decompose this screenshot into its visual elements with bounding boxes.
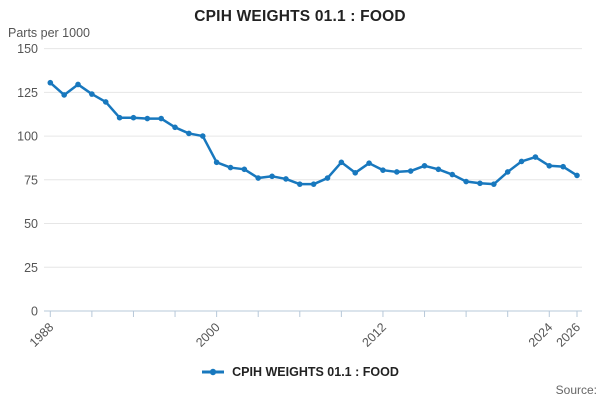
data-point[interactable]	[255, 175, 262, 181]
data-point[interactable]	[574, 172, 580, 179]
x-tick-label: 2012	[360, 320, 390, 350]
data-point[interactable]	[269, 173, 275, 180]
data-point[interactable]	[463, 178, 469, 185]
data-point[interactable]	[102, 99, 109, 105]
legend[interactable]: CPIH WEIGHTS 01.1 : FOOD	[0, 365, 600, 379]
data-point[interactable]	[421, 163, 428, 169]
data-point[interactable]	[352, 170, 359, 176]
chart-title: CPIH WEIGHTS 01.1 : FOOD	[194, 8, 406, 25]
y-tick-label: 0	[31, 305, 38, 319]
data-point[interactable]	[61, 92, 67, 98]
y-tick-label: 75	[24, 173, 38, 187]
data-point[interactable]	[546, 163, 553, 169]
data-point[interactable]	[518, 158, 525, 165]
data-point[interactable]	[504, 169, 511, 175]
data-point[interactable]	[380, 167, 386, 173]
y-axis-unit-label: Parts per 1000	[8, 26, 90, 40]
y-tick-label: 150	[17, 42, 38, 56]
data-point[interactable]	[241, 166, 248, 173]
data-point[interactable]	[338, 159, 345, 166]
data-line	[49, 81, 578, 186]
data-point[interactable]	[407, 168, 414, 174]
data-point[interactable]	[158, 115, 164, 122]
y-tick-label: 25	[24, 261, 38, 275]
data-point[interactable]	[172, 124, 178, 131]
legend-series-label: CPIH WEIGHTS 01.1 : FOOD	[232, 365, 399, 379]
data-point[interactable]	[366, 160, 372, 166]
data-point[interactable]	[532, 154, 539, 160]
source-label: Source:	[555, 383, 597, 397]
data-point[interactable]	[296, 181, 303, 187]
data-point[interactable]	[394, 169, 400, 175]
data-point[interactable]	[75, 81, 81, 88]
x-tick-label: 2026	[554, 320, 584, 350]
data-point[interactable]	[89, 91, 95, 97]
data-point[interactable]	[324, 175, 331, 181]
data-point[interactable]	[227, 164, 234, 171]
data-point[interactable]	[144, 115, 151, 122]
data-point[interactable]	[449, 171, 456, 178]
y-tick-label: 100	[17, 130, 38, 144]
data-point[interactable]	[130, 114, 137, 121]
data-point[interactable]	[491, 181, 497, 187]
data-point[interactable]	[47, 79, 54, 86]
x-tick-label: 2000	[193, 320, 223, 350]
data-point[interactable]	[283, 176, 289, 182]
x-tick-label: 1988	[27, 320, 57, 350]
data-point[interactable]	[116, 114, 123, 121]
x-tick-label: 2024	[526, 320, 556, 350]
data-point[interactable]	[186, 130, 192, 137]
data-point[interactable]	[310, 181, 317, 187]
data-point[interactable]	[477, 180, 483, 187]
y-tick-label: 50	[24, 217, 38, 231]
data-point[interactable]	[213, 159, 220, 166]
data-point[interactable]	[435, 166, 442, 173]
legend-line-marker	[202, 368, 225, 376]
data-point[interactable]	[199, 133, 206, 139]
y-tick-label: 125	[17, 86, 38, 100]
data-point[interactable]	[560, 163, 566, 170]
